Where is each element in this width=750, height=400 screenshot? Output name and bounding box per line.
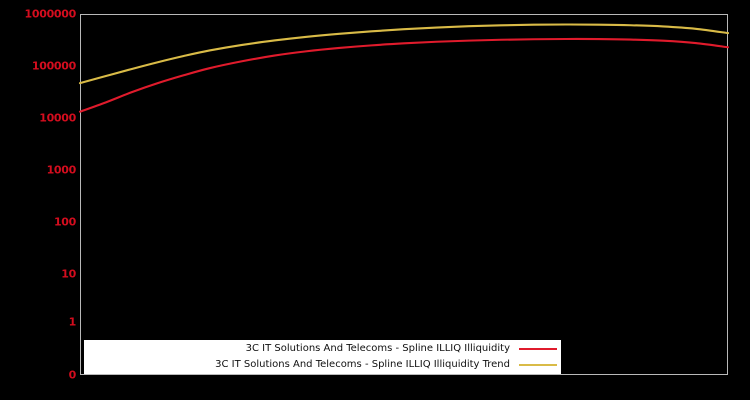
y-axis-tick-label: 100000 — [31, 59, 76, 73]
plot-area — [80, 14, 728, 375]
y-axis-tick-label: 100 — [53, 215, 76, 229]
y-axis-tick-label: 10 — [61, 267, 76, 281]
legend-color-swatch — [519, 360, 557, 370]
legend-color-swatch — [519, 344, 557, 354]
y-axis-tick-labels: 1000000 100000 10000 1000 100 10 1 0 — [0, 0, 77, 400]
legend-item[interactable]: 3C IT Solutions And Telecoms - Spline IL… — [84, 341, 561, 357]
y-axis-tick-label: 10000 — [39, 111, 76, 125]
y-axis-tick-label: 1000 — [46, 163, 77, 177]
legend-item[interactable]: 3C IT Solutions And Telecoms - Spline IL… — [84, 357, 561, 373]
legend-item-label: 3C IT Solutions And Telecoms - Spline IL… — [245, 343, 510, 354]
y-axis-tick-label: 1000000 — [24, 7, 77, 21]
y-axis-tick-label: 0 — [68, 368, 77, 382]
legend-item-label: 3C IT Solutions And Telecoms - Spline IL… — [215, 359, 510, 370]
chart-legend: 3C IT Solutions And Telecoms - Spline IL… — [84, 340, 561, 374]
y-axis-tick-label: 1 — [68, 315, 77, 329]
